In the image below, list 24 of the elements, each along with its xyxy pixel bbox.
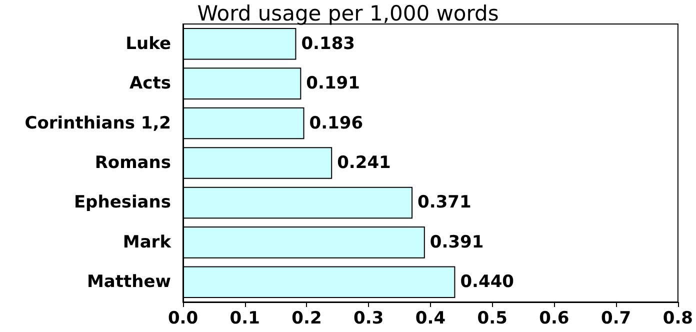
x-tick-label: 0.2 <box>292 308 322 328</box>
y-tick-label: Matthew <box>87 272 172 292</box>
x-tick-label: 0.8 <box>662 308 694 328</box>
y-tick-label: Luke <box>126 34 171 54</box>
data-label: 0.183 <box>301 34 355 54</box>
x-tick-label: 0.3 <box>354 308 384 328</box>
data-label: 0.371 <box>418 192 472 213</box>
chart-title: Word usage per 1,000 words <box>197 2 499 26</box>
x-tick-label: 0.1 <box>230 308 260 328</box>
y-tick-label: Acts <box>130 74 171 94</box>
x-tick-label: 0.4 <box>415 308 446 328</box>
data-label: 0.196 <box>309 113 364 134</box>
data-label: 0.191 <box>306 74 360 94</box>
y-tick-label: Romans <box>94 153 171 173</box>
x-tick-label: 0.0 <box>168 308 198 328</box>
x-tick-label: 0.5 <box>477 308 508 328</box>
x-tick-label: 0.7 <box>601 308 632 328</box>
x-tick-label: 0.6 <box>539 308 570 328</box>
y-tick-label: Corinthians 1,2 <box>24 113 171 134</box>
data-label: 0.440 <box>460 272 514 292</box>
data-label: 0.391 <box>430 232 484 252</box>
y-tick-label: Mark <box>122 232 172 252</box>
y-tick-label: Ephesians <box>74 192 171 213</box>
data-label: 0.241 <box>337 153 391 173</box>
